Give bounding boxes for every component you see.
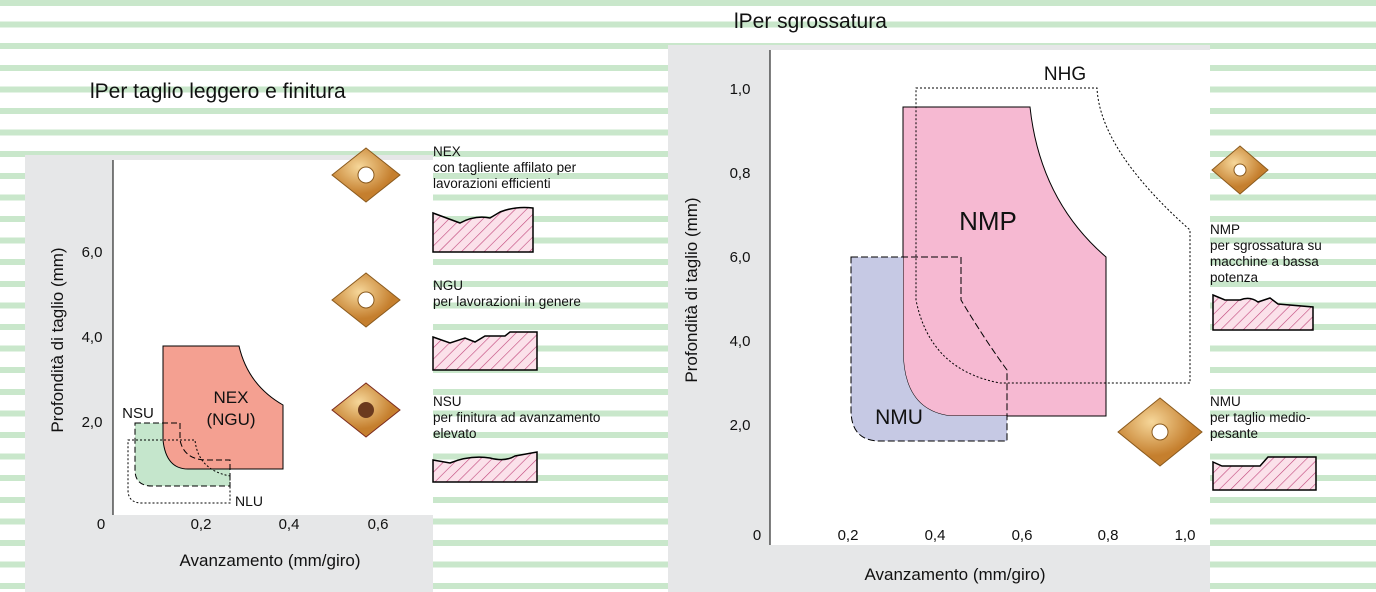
x-tick-label: 0,4 xyxy=(279,516,300,533)
y-tick-label: 6,0 xyxy=(730,249,751,266)
section-title: lPer taglio leggero e finitura xyxy=(90,80,346,103)
x-axis-label: Avanzamento (mm/giro) xyxy=(179,551,360,570)
insert-desc: pesante xyxy=(1210,426,1258,441)
x-tick-label: 0,2 xyxy=(838,527,859,544)
y-tick-label: 4,0 xyxy=(82,329,103,346)
insert-name: NSU xyxy=(433,394,462,409)
x-axis-label: Avanzamento (mm/giro) xyxy=(864,565,1045,584)
insert-desc: per lavorazioni in genere xyxy=(433,294,581,309)
x-tick-label: 0 xyxy=(753,527,761,544)
insert-desc: elevato xyxy=(433,426,477,441)
x-tick-label: 0,6 xyxy=(368,516,389,533)
insert-icon xyxy=(1212,146,1268,194)
insert-desc: per finitura ad avanzamento xyxy=(433,410,600,425)
y-tick-label: 4,0 xyxy=(730,333,751,350)
x-tick-label: 0,6 xyxy=(1012,527,1033,544)
edge-profile xyxy=(433,332,537,370)
region-label: (NGU) xyxy=(206,410,255,429)
y-tick-label: 6,0 xyxy=(82,244,103,261)
edge-profile xyxy=(1213,457,1316,490)
insert-name: NMP xyxy=(1210,222,1240,237)
x-tick-label: 0 xyxy=(97,516,105,533)
page: lPer taglio leggero e finitura Profondit… xyxy=(0,0,1376,592)
y-tick-label: 1,0 xyxy=(730,81,751,98)
insert-desc: macchine a bassa xyxy=(1210,254,1319,269)
section-title: lPer sgrossatura xyxy=(734,10,887,33)
edge-profile xyxy=(1213,295,1313,330)
region-label: NLU xyxy=(235,493,263,509)
insert-name: NEX xyxy=(433,144,461,159)
insert-desc: potenza xyxy=(1210,270,1259,285)
region-label: NSU xyxy=(122,405,154,422)
region-label: NMP xyxy=(959,206,1017,236)
y-tick-label: 2,0 xyxy=(82,414,103,431)
region-label: NEX xyxy=(214,388,249,407)
y-axis-label: Profondità di taglio (mm) xyxy=(48,247,67,432)
insert-desc: con tagliente affilato per xyxy=(433,160,577,175)
insert-desc: lavorazioni efficienti xyxy=(433,176,551,191)
y-tick-label: 0,8 xyxy=(730,165,751,182)
edge-profile xyxy=(433,208,533,253)
insert-name: NGU xyxy=(433,278,463,293)
insert-desc: per taglio medio- xyxy=(1210,410,1311,425)
x-tick-label: 1,0 xyxy=(1175,527,1196,544)
x-tick-label: 0,2 xyxy=(191,516,212,533)
y-axis-label: Profondità di taglio (mm) xyxy=(682,197,701,382)
canvas: lPer taglio leggero e finitura Profondit… xyxy=(0,0,1376,592)
y-tick-label: 2,0 xyxy=(730,417,751,434)
edge-profile xyxy=(433,452,537,482)
x-tick-label: 0,8 xyxy=(1098,527,1119,544)
insert-name: NMU xyxy=(1210,394,1241,409)
insert-desc: per sgrossatura su xyxy=(1210,238,1322,253)
region-label: NMU xyxy=(875,406,923,429)
region-label: NHG xyxy=(1044,64,1086,85)
x-tick-label: 0,4 xyxy=(925,527,946,544)
